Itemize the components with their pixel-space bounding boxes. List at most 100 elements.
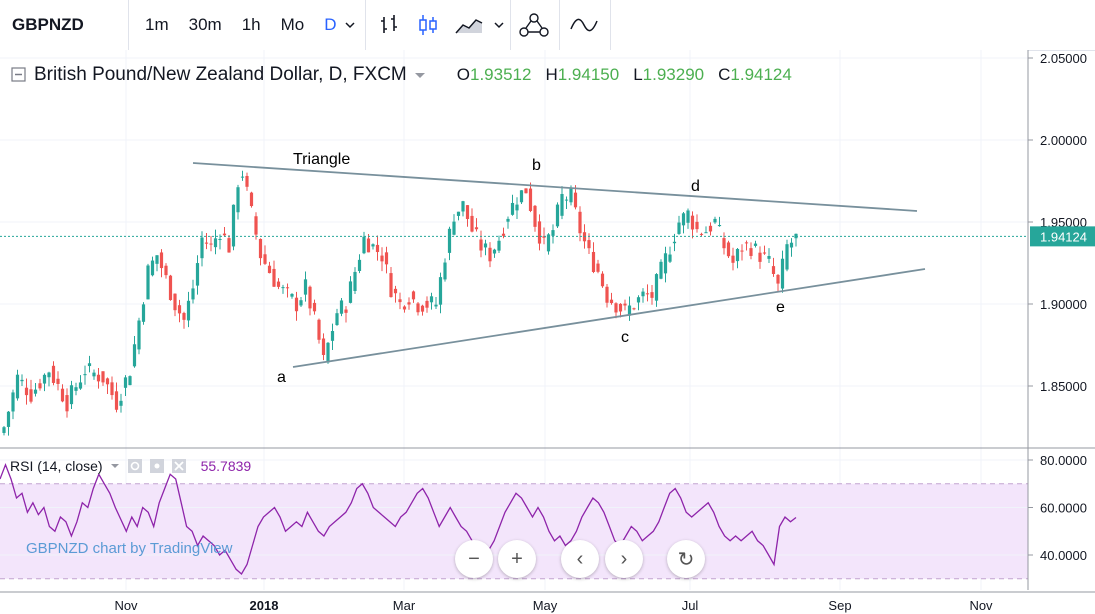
zoom-out-button[interactable]: − <box>455 540 493 578</box>
price-chart[interactable]: Triangle a b c d e 2.05000 2.00000 1.95000 1.9000… <box>0 50 1095 614</box>
series-title[interactable]: British Pound/New Zealand Dollar, D, FXC… <box>34 64 407 85</box>
triangle-upper-line[interactable] <box>192 162 918 212</box>
interval-mo[interactable]: Mo <box>280 15 305 34</box>
triangle-label[interactable]: Triangle <box>293 151 350 168</box>
candle-up <box>74 387 78 391</box>
chevron-down-icon[interactable] <box>492 18 506 32</box>
candle-up <box>461 201 465 212</box>
candle-up <box>20 379 24 382</box>
rsi-title[interactable]: RSI (14, close) <box>10 458 103 474</box>
close-icon[interactable] <box>171 458 187 474</box>
wave-b-label[interactable]: b <box>532 157 541 174</box>
candle-down <box>533 205 537 227</box>
settings-icon[interactable] <box>127 458 143 474</box>
candles-icon[interactable] <box>416 13 440 37</box>
candle-down <box>29 389 33 402</box>
hide-icon[interactable] <box>149 458 165 474</box>
indicators-button[interactable] <box>518 0 550 50</box>
candle-down <box>114 391 119 410</box>
price-axis-label: 1.90000 <box>1040 297 1087 312</box>
price-axis-label: 1.95000 <box>1040 215 1087 230</box>
interval-1h[interactable]: 1h <box>241 15 261 34</box>
candle-down <box>587 240 591 249</box>
candle-down <box>375 244 380 253</box>
candle-down <box>164 265 168 276</box>
candle-up <box>659 261 663 279</box>
rsi-axis-label: 80.0000 <box>1040 453 1087 468</box>
open-label: O <box>456 65 470 84</box>
candle-up <box>231 204 236 247</box>
candle-up <box>767 255 771 259</box>
chevron-down-icon[interactable] <box>343 18 357 32</box>
candle-down <box>285 287 290 289</box>
candle-down <box>389 273 393 298</box>
candle-up <box>564 199 569 201</box>
rsi-axis-label: 40.0000 <box>1040 548 1087 563</box>
wave-e-label[interactable]: e <box>776 299 785 316</box>
candle-up <box>447 228 452 253</box>
bar-chart-icon[interactable] <box>378 13 402 37</box>
low-label: L <box>633 65 643 84</box>
candle-up <box>119 400 123 406</box>
wave-c-label[interactable]: c <box>621 329 629 346</box>
time-axis-label: May <box>533 598 558 613</box>
price-axis-label: 2.05000 <box>1040 51 1087 66</box>
candle-down <box>227 238 231 253</box>
candle-up <box>326 342 330 363</box>
candle-down <box>380 255 384 262</box>
interval-dropdown[interactable] <box>343 0 357 50</box>
candle-down <box>263 254 267 264</box>
caret-down-icon[interactable] <box>109 460 121 472</box>
open-value: 1.93512 <box>470 65 532 84</box>
candle-down <box>528 188 533 211</box>
compare-icon[interactable] <box>568 13 600 37</box>
candle-down <box>60 388 65 402</box>
scroll-right-button[interactable]: › <box>605 540 643 578</box>
time-axis-label: Mar <box>393 598 416 613</box>
candle-up <box>348 281 353 303</box>
time-axis-label: Sep <box>828 598 851 613</box>
symbol-search[interactable]: GBPNZD <box>12 15 84 34</box>
candle-up <box>753 243 758 246</box>
indicators-icon[interactable] <box>518 10 550 40</box>
candle-up <box>452 221 456 235</box>
candle-down <box>384 252 389 265</box>
zoom-in-button[interactable]: + <box>498 540 536 578</box>
candle-up <box>78 382 83 389</box>
compare-button[interactable] <box>568 0 600 50</box>
collapse-icon[interactable] <box>10 66 28 84</box>
wave-d-label[interactable]: d <box>691 178 700 195</box>
candle-down <box>699 233 704 235</box>
candle-down <box>609 299 614 304</box>
wave-a-label[interactable]: a <box>277 369 286 386</box>
reset-chart-button[interactable]: ↻ <box>667 540 705 578</box>
candle-up <box>560 193 564 216</box>
candle-up <box>240 176 245 178</box>
candle-down <box>411 291 416 300</box>
interval-1m[interactable]: 1m <box>145 15 169 34</box>
scroll-left-button[interactable]: ‹ <box>561 540 599 578</box>
triangle-lower-line[interactable] <box>292 268 926 368</box>
candle-down <box>294 297 299 312</box>
candle-down <box>407 302 411 305</box>
candle-down <box>596 263 600 272</box>
candle-up <box>33 389 38 394</box>
area-chart-icon[interactable] <box>454 13 484 37</box>
candle-down <box>762 252 767 254</box>
candle-down <box>708 225 713 232</box>
candle-up <box>299 300 303 306</box>
candle-down <box>105 378 110 385</box>
rsi-legend: RSI (14, close) 55.7839 <box>10 458 251 474</box>
interval-30m[interactable]: 30m <box>188 15 222 34</box>
tradingview-watermark[interactable]: GBPNZD chart by TradingView <box>26 540 233 557</box>
caret-down-icon[interactable] <box>413 68 427 82</box>
candle-up <box>551 230 555 236</box>
interval-d[interactable]: D <box>324 15 337 34</box>
candle-up <box>681 213 686 226</box>
candle-up <box>362 236 366 254</box>
candle-up <box>236 187 240 213</box>
candle-down <box>776 274 780 284</box>
candle-down <box>276 281 281 287</box>
candle-down <box>632 308 636 310</box>
low-value: 1.93290 <box>642 65 705 84</box>
